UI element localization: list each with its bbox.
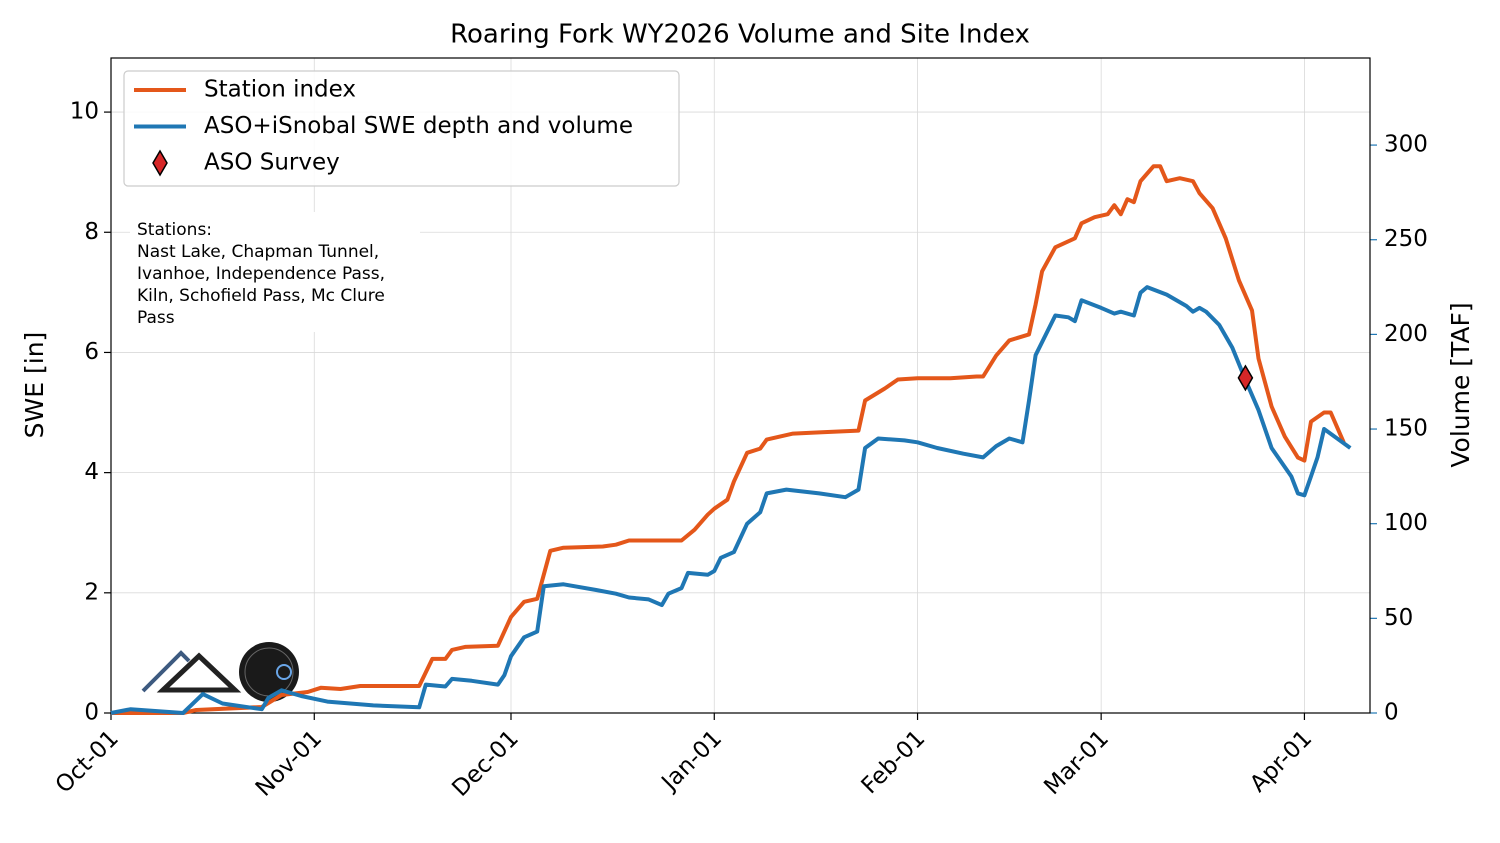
- logo-circle: [239, 642, 299, 702]
- y2-tick-label: 100: [1384, 510, 1428, 536]
- chart-title: Roaring Fork WY2026 Volume and Site Inde…: [450, 20, 1030, 50]
- legend-label: ASO Survey: [204, 150, 340, 176]
- y-tick-label: 2: [84, 579, 99, 605]
- annotation-text: Kiln, Schofield Pass, Mc Clure: [137, 286, 385, 306]
- y-tick-label: 8: [84, 219, 99, 245]
- y2-tick-label: 50: [1384, 605, 1413, 631]
- y2-axis-label: Volume [TAF]: [1446, 302, 1475, 467]
- y-tick-label: 6: [84, 339, 99, 365]
- y2-tick-label: 300: [1384, 132, 1428, 158]
- y-axis-label: SWE [in]: [20, 332, 49, 439]
- logos: [141, 642, 299, 702]
- y-tick-label: 10: [70, 99, 99, 125]
- logo-flake: [276, 664, 292, 680]
- annotation-text: Pass: [137, 308, 175, 328]
- logo-mountain: [141, 650, 191, 693]
- legend-label: Station index: [204, 77, 356, 103]
- data-line: [110, 285, 1352, 715]
- y-tick-label: 0: [84, 700, 99, 726]
- annotation-box: [130, 212, 420, 332]
- annotation-text: Stations:: [137, 220, 212, 240]
- y-tick-label: 4: [84, 459, 99, 485]
- legend-label: ASO+iSnobal SWE depth and volume: [204, 113, 633, 139]
- y2-tick-label: 200: [1384, 321, 1428, 347]
- data-line: [111, 164, 1346, 715]
- y2-tick-label: 0: [1384, 700, 1399, 726]
- annotation-text: Nast Lake, Chapman Tunnel,: [137, 242, 379, 262]
- plot-frame: [110, 57, 1371, 714]
- y2-tick-label: 150: [1384, 416, 1428, 442]
- legend-swatch: [152, 149, 168, 177]
- survey-marker: [1237, 364, 1254, 392]
- legend-box: [123, 70, 680, 187]
- y2-tick-label: 250: [1384, 226, 1428, 252]
- logo-mountain: [156, 652, 242, 693]
- annotation-text: Ivanhoe, Independence Pass,: [137, 264, 385, 284]
